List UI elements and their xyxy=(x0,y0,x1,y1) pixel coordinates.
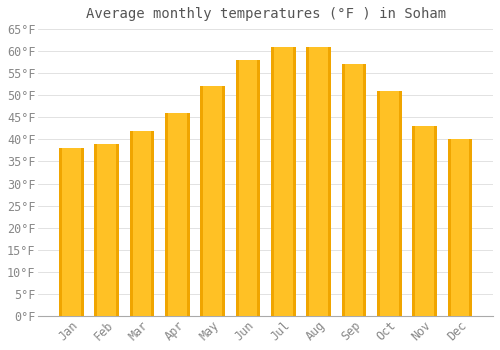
Bar xyxy=(152,131,154,316)
Bar xyxy=(448,139,472,316)
Bar xyxy=(271,47,295,316)
Bar xyxy=(94,144,119,316)
Bar xyxy=(186,113,190,316)
Bar xyxy=(130,131,132,316)
Bar xyxy=(80,148,84,316)
Bar xyxy=(165,113,168,316)
Bar xyxy=(236,60,260,316)
Bar xyxy=(200,86,225,316)
Bar xyxy=(116,144,119,316)
Bar xyxy=(306,47,331,316)
Bar xyxy=(94,144,97,316)
Bar xyxy=(200,86,203,316)
Bar xyxy=(342,64,366,316)
Bar xyxy=(59,148,84,316)
Bar xyxy=(377,91,402,316)
Bar xyxy=(398,91,402,316)
Bar xyxy=(434,126,437,316)
Bar xyxy=(236,60,238,316)
Bar xyxy=(377,91,380,316)
Bar xyxy=(470,139,472,316)
Bar xyxy=(328,47,331,316)
Bar xyxy=(165,113,190,316)
Bar xyxy=(59,148,62,316)
Bar xyxy=(448,139,450,316)
Bar xyxy=(222,86,225,316)
Bar xyxy=(130,131,154,316)
Bar xyxy=(306,47,309,316)
Bar xyxy=(364,64,366,316)
Bar xyxy=(342,64,344,316)
Bar xyxy=(271,47,274,316)
Title: Average monthly temperatures (°F ) in Soham: Average monthly temperatures (°F ) in So… xyxy=(86,7,446,21)
Bar xyxy=(258,60,260,316)
Bar xyxy=(412,126,437,316)
Bar xyxy=(292,47,296,316)
Bar xyxy=(412,126,416,316)
